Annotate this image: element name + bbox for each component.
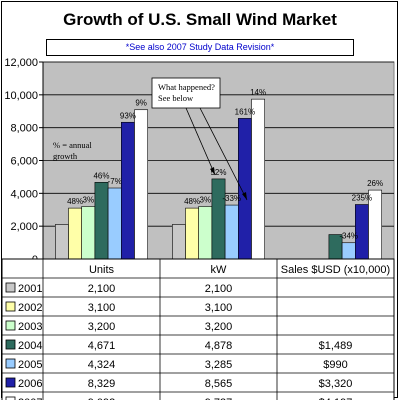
growth-note: % = annual bbox=[53, 140, 92, 150]
growth-label: -34% bbox=[339, 232, 358, 241]
table-cell: $3,320 bbox=[319, 378, 353, 390]
table-cell: $4,197 bbox=[319, 397, 353, 400]
table-cell: 3,200 bbox=[205, 321, 233, 333]
growth-note: growth bbox=[53, 151, 78, 161]
legend-label: 2001 bbox=[18, 283, 42, 295]
table-cell: 3,100 bbox=[205, 302, 233, 314]
legend-swatch bbox=[5, 396, 16, 400]
bar-2001 bbox=[54, 224, 69, 260]
legend-swatch bbox=[5, 377, 16, 388]
table-header: Units bbox=[89, 264, 115, 276]
table-cell: 4,671 bbox=[88, 340, 116, 352]
y-tick-label: 12,000 bbox=[4, 57, 38, 69]
table-cell: 2,100 bbox=[205, 283, 233, 295]
bar-2004 bbox=[211, 178, 226, 260]
chart-title: Growth of U.S. Small Wind Market bbox=[63, 10, 337, 29]
growth-label: 235% bbox=[352, 193, 372, 202]
bar-2002 bbox=[68, 207, 82, 260]
growth-label: 46% bbox=[93, 171, 109, 180]
table-cell: 3,100 bbox=[88, 302, 116, 314]
growth-label: 3% bbox=[83, 195, 95, 204]
subtitle-note[interactable]: *See also 2007 Study Data Revision* bbox=[46, 39, 354, 56]
y-tick-label: 6,000 bbox=[10, 156, 38, 168]
legend-label: 2004 bbox=[18, 340, 42, 352]
bar-2005 bbox=[224, 204, 239, 260]
table-cell: 4,878 bbox=[205, 340, 233, 352]
legend-label: 2006 bbox=[18, 378, 42, 390]
growth-label: 14% bbox=[250, 88, 266, 97]
legend-label: 2003 bbox=[18, 321, 42, 333]
table-cell: 4,324 bbox=[88, 359, 116, 371]
table-cell: 2,100 bbox=[88, 283, 116, 295]
bar-2007 bbox=[251, 98, 265, 260]
bar-2004 bbox=[94, 182, 109, 260]
growth-label: 26% bbox=[367, 179, 383, 188]
growth-label: 9% bbox=[135, 99, 147, 108]
callout-text: What happened? bbox=[158, 82, 215, 92]
growth-label: -33% bbox=[222, 194, 241, 203]
legend-label: 2002 bbox=[18, 302, 42, 314]
callout-text: See below bbox=[158, 93, 194, 103]
table-cell: $990 bbox=[323, 359, 347, 371]
bar-2003 bbox=[198, 206, 213, 260]
table-cell: 8,565 bbox=[205, 378, 233, 390]
y-tick-label: 8,000 bbox=[10, 123, 38, 135]
legend-label: 2007 bbox=[18, 397, 42, 400]
legend-swatch bbox=[5, 358, 16, 369]
callout-arrow bbox=[185, 107, 216, 176]
table-header: Sales $USD (x10,000) bbox=[281, 264, 390, 276]
bars bbox=[54, 98, 382, 260]
growth-label: 48% bbox=[67, 197, 83, 206]
callout-arrow bbox=[199, 107, 248, 201]
legend-label: 2005 bbox=[18, 359, 42, 371]
growth-label: 52% bbox=[210, 168, 226, 177]
legend-swatch bbox=[5, 339, 16, 350]
growth-label: 48% bbox=[184, 197, 200, 206]
legend-swatch bbox=[5, 320, 16, 331]
table-cell: 3,200 bbox=[88, 321, 116, 333]
table-cell: 9,737 bbox=[205, 397, 233, 400]
y-tick-label: 10,000 bbox=[4, 90, 38, 102]
growth-label: 93% bbox=[120, 111, 136, 120]
y-tick-label: 2,000 bbox=[10, 221, 38, 233]
bar-2001 bbox=[172, 224, 186, 260]
arrow-head bbox=[210, 167, 215, 175]
table-header: kW bbox=[211, 264, 228, 276]
table-cell: $1,489 bbox=[319, 340, 353, 352]
growth-label: -7% bbox=[108, 177, 122, 186]
bar-2002 bbox=[185, 207, 199, 260]
table-cell: 3,285 bbox=[205, 359, 233, 371]
table-border bbox=[1, 258, 395, 400]
data-labels: 48% 3%46%-7%93%9%48% 3%52%-33%161%14%-34%2… bbox=[67, 88, 383, 241]
callout-box bbox=[151, 77, 221, 109]
bar-2005 bbox=[341, 242, 356, 260]
growth-label: 3% bbox=[200, 195, 212, 204]
bar-2005 bbox=[107, 187, 122, 260]
table-cell: 9,092 bbox=[88, 397, 116, 400]
bar-2006 bbox=[121, 121, 135, 260]
bar-2006 bbox=[238, 118, 252, 260]
arrow-head bbox=[242, 192, 247, 200]
bar-2003 bbox=[81, 206, 96, 260]
y-tick-label: 4,000 bbox=[10, 188, 38, 200]
legend-swatch bbox=[5, 282, 16, 293]
bar-2007 bbox=[134, 109, 148, 260]
table-cell: 8,329 bbox=[88, 378, 116, 390]
legend-swatch bbox=[5, 301, 16, 312]
data-table: Units kW Sales $USD (x10,000) 2001 2,100 2,10… bbox=[1, 258, 395, 400]
growth-label: 161% bbox=[235, 107, 255, 116]
